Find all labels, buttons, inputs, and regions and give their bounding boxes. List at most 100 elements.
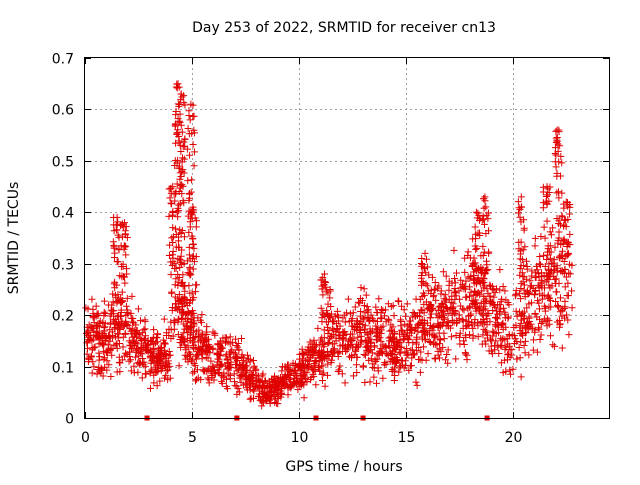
data-point [186, 299, 194, 307]
data-point [533, 262, 541, 270]
data-point [162, 372, 170, 380]
data-point [166, 374, 174, 382]
data-point [372, 336, 380, 344]
data-point [496, 266, 504, 274]
data-point [517, 238, 525, 246]
data-point [391, 343, 399, 351]
data-point [466, 312, 474, 320]
data-point [478, 311, 486, 319]
data-point [419, 321, 427, 329]
data-point [460, 340, 468, 348]
data-point [150, 371, 158, 379]
data-point [531, 234, 539, 242]
data-point [111, 284, 119, 292]
data-point [373, 309, 381, 317]
plot-frame [84, 57, 610, 419]
data-point [485, 249, 493, 257]
data-point [566, 201, 574, 209]
data-point [123, 294, 131, 302]
data-point [330, 326, 338, 334]
data-point [336, 362, 344, 370]
data-point [549, 224, 557, 232]
data-point [253, 372, 261, 380]
data-point [335, 366, 343, 374]
data-point [562, 216, 570, 224]
data-point [116, 326, 124, 334]
data-point [166, 351, 174, 359]
data-point [137, 347, 145, 355]
data-point [114, 231, 122, 239]
data-point [314, 364, 322, 372]
data-point [517, 262, 525, 270]
data-point [178, 226, 186, 234]
data-point [486, 281, 494, 289]
data-point [196, 346, 204, 354]
data-point [223, 365, 231, 373]
data-point [203, 323, 211, 331]
data-point [546, 248, 554, 256]
data-point [286, 376, 294, 384]
data-point [330, 346, 338, 354]
data-point [455, 333, 463, 341]
data-point [190, 162, 198, 170]
data-point [557, 152, 565, 160]
data-point [537, 233, 545, 241]
data-point [501, 310, 509, 318]
data-point [271, 384, 279, 392]
data-point [174, 318, 182, 326]
data-point [121, 273, 129, 281]
data-point [464, 305, 472, 313]
data-point [294, 363, 302, 371]
data-point [407, 317, 415, 325]
data-point [169, 183, 177, 191]
data-point [431, 340, 439, 348]
data-point [387, 326, 395, 334]
data-point [536, 336, 544, 344]
data-point [226, 333, 234, 341]
data-point [480, 195, 488, 203]
data-point [490, 286, 498, 294]
x-tick-label: 5 [188, 430, 197, 446]
data-point [324, 289, 332, 297]
data-point [305, 347, 313, 355]
data-point [200, 367, 208, 375]
data-point [516, 205, 524, 213]
data-point [381, 358, 389, 366]
data-point [253, 381, 261, 389]
data-point [390, 376, 398, 384]
data-point [348, 315, 356, 323]
data-point [373, 350, 381, 358]
data-point [517, 319, 525, 327]
data-point [552, 163, 560, 171]
y-tick-label: 0.5 [52, 155, 74, 171]
data-point [179, 182, 187, 190]
data-point [516, 329, 524, 337]
data-point [319, 376, 327, 384]
data-point [118, 356, 126, 364]
data-point [321, 382, 329, 390]
data-point [113, 368, 121, 376]
data-point [341, 345, 349, 353]
data-point [536, 290, 544, 298]
data-point [153, 334, 161, 342]
data-point [460, 337, 468, 345]
data-point [304, 355, 312, 363]
data-point [457, 284, 465, 292]
data-point [452, 331, 460, 339]
data-point [554, 188, 562, 196]
data-point [144, 348, 152, 356]
data-point [540, 223, 548, 231]
data-point [326, 294, 334, 302]
data-point [559, 247, 567, 255]
data-point [479, 212, 487, 220]
data-point [189, 296, 197, 304]
data-point [484, 266, 492, 274]
data-point [516, 265, 524, 273]
data-point [102, 335, 110, 343]
data-point [527, 283, 535, 291]
y-tick-label: 0.7 [52, 52, 74, 68]
data-point [136, 335, 144, 343]
data-point [217, 377, 225, 385]
data-point [319, 310, 327, 318]
data-point [464, 248, 472, 256]
